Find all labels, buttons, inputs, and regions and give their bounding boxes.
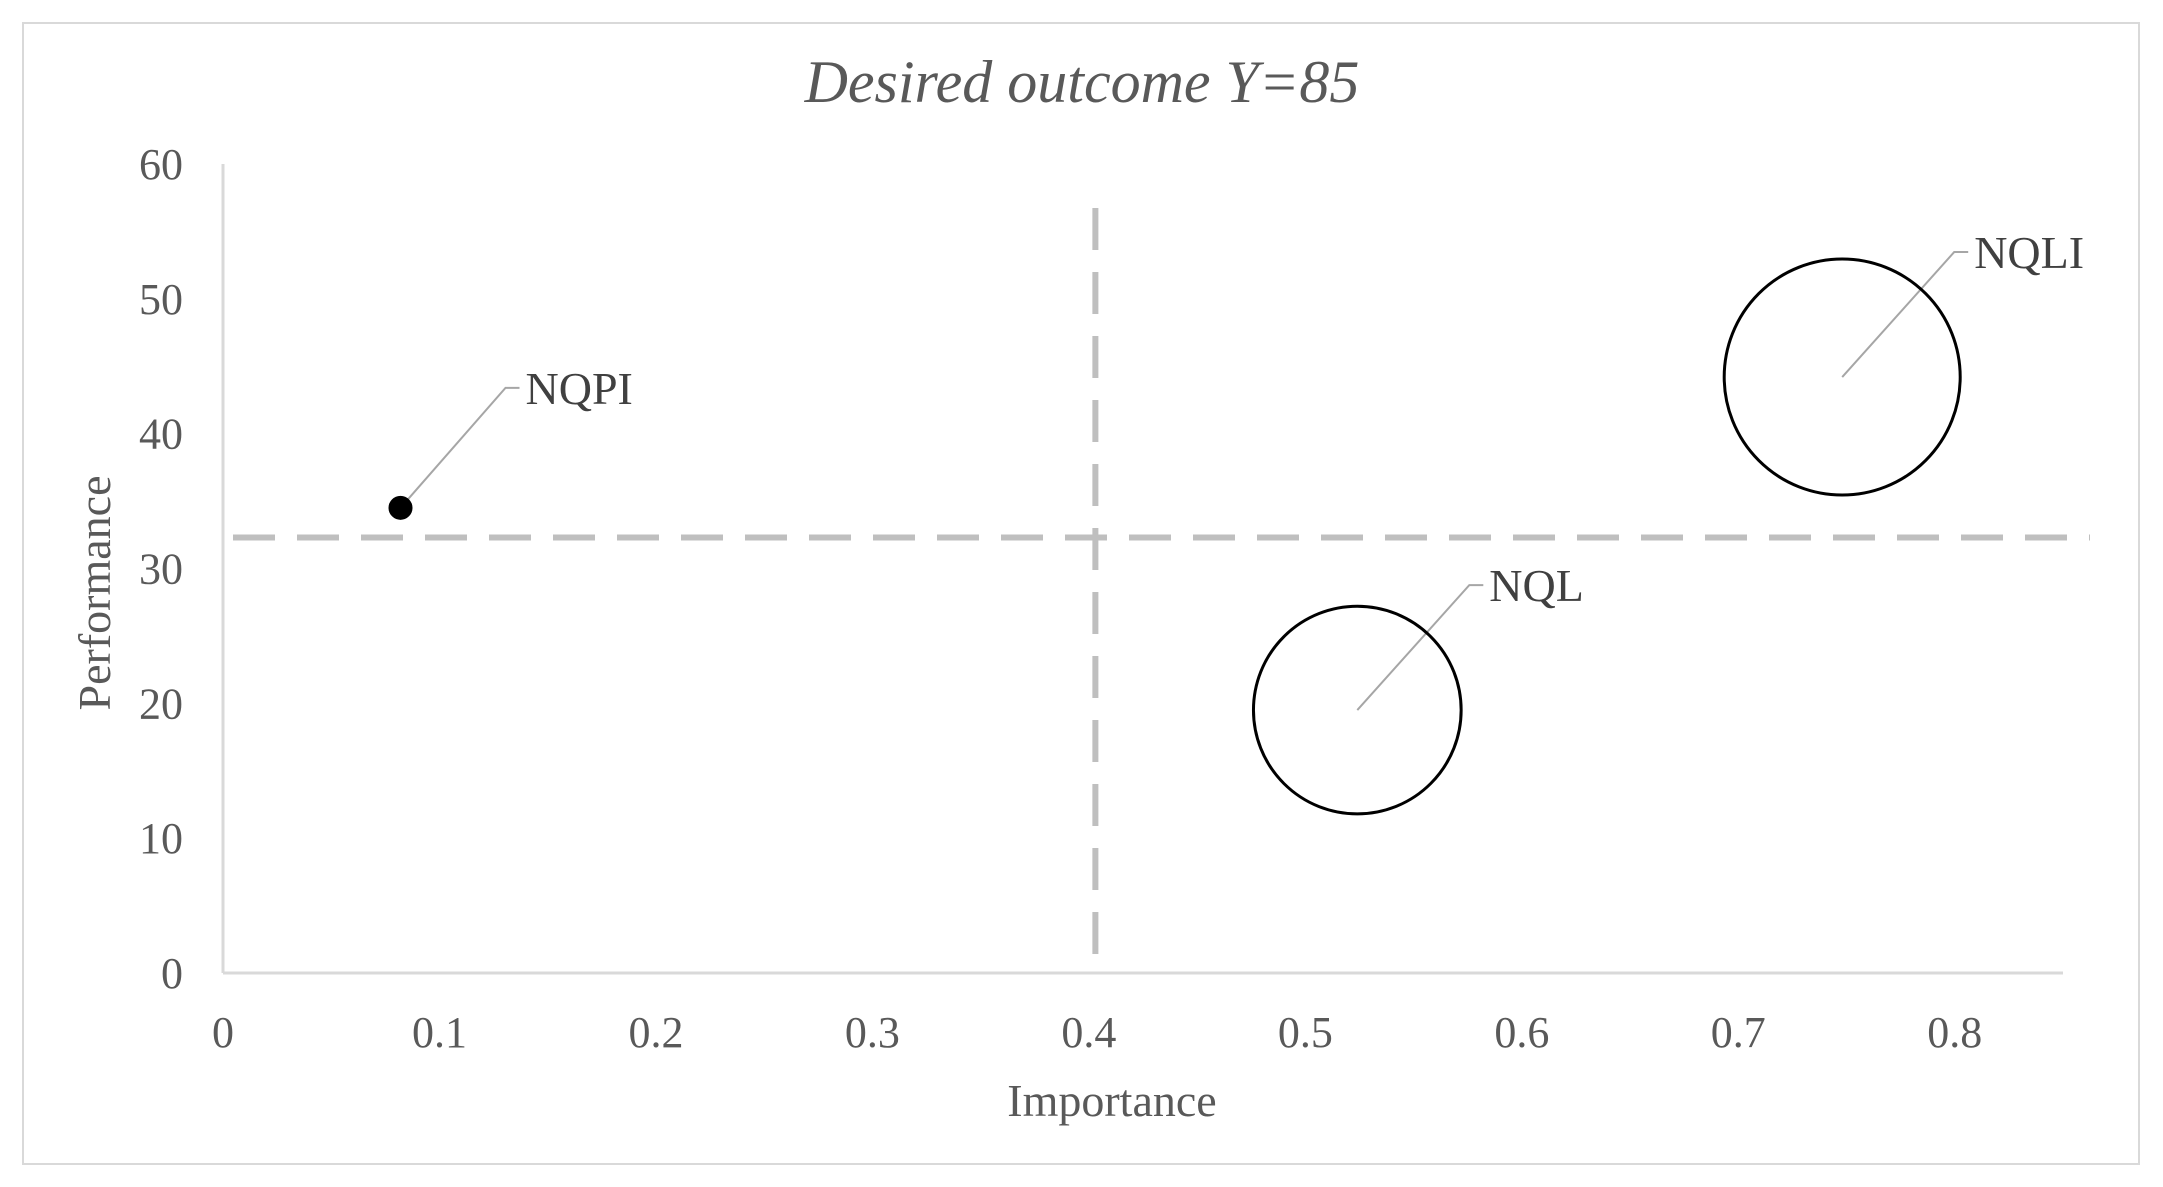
- bubble-nql: [1251, 604, 1463, 816]
- x-tick-label: 0.3: [845, 1008, 900, 1057]
- y-tick-label: 0: [161, 949, 183, 998]
- x-axis-ticks: 0 0.1 0.2 0.3 0.4 0.5 0.6 0.7 0.8: [212, 1008, 1982, 1057]
- y-axis-ticks: 0 10 20 30 40 50 60: [139, 140, 183, 998]
- y-axis-title: Performance: [69, 476, 120, 711]
- y-tick-label: 20: [139, 679, 183, 728]
- x-tick-label: 0.2: [628, 1008, 683, 1057]
- data-points: [388, 257, 1962, 816]
- chart-title: Desired outcome Y=85: [804, 49, 1360, 115]
- point-label-nqli: NQLI: [1974, 227, 2084, 278]
- reference-lines: [233, 208, 2090, 963]
- y-tick-label: 50: [139, 275, 183, 324]
- leader-line: [399, 386, 520, 509]
- leader-line: [1356, 584, 1484, 711]
- x-tick-label: 0.1: [412, 1008, 467, 1057]
- y-tick-label: 40: [139, 410, 183, 459]
- x-tick-label: 0.6: [1494, 1008, 1549, 1057]
- point-label-nqpi: NQPI: [526, 363, 633, 414]
- y-tick-label: 60: [139, 140, 183, 189]
- x-tick-label: 0.4: [1061, 1008, 1116, 1057]
- leader-lines: [399, 251, 1969, 711]
- x-tick-label: 0.8: [1927, 1008, 1982, 1057]
- data-point-nqpi: [388, 495, 413, 520]
- bubble-nqli: [1722, 257, 1962, 497]
- y-tick-label: 10: [139, 814, 183, 863]
- y-tick-label: 30: [139, 545, 183, 594]
- leader-line: [1841, 251, 1969, 378]
- x-tick-label: 0.7: [1711, 1008, 1766, 1057]
- x-tick-label: 0: [212, 1008, 234, 1057]
- axes: [221, 164, 2063, 975]
- point-label-nql: NQL: [1489, 560, 1584, 611]
- x-tick-label: 0.5: [1278, 1008, 1333, 1057]
- x-axis-title: Importance: [1007, 1075, 1216, 1126]
- point-labels: NQPI NQL NQLI: [526, 227, 2085, 611]
